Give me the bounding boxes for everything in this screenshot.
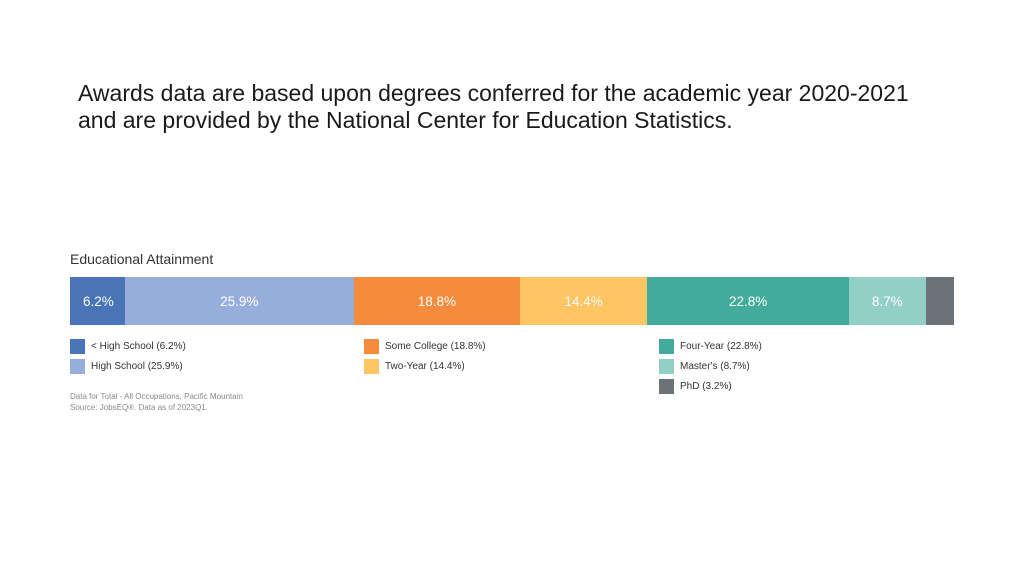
- legend-item: Four-Year (22.8%): [659, 338, 762, 354]
- legend-item: High School (25.9%): [70, 358, 183, 374]
- legend-item: Two-Year (14.4%): [364, 358, 465, 374]
- stacked-bar: 6.2% 25.9% 18.8% 14.4% 22.8% 8.7%: [70, 277, 954, 325]
- legend-item: PhD (3.2%): [659, 378, 732, 394]
- legend-swatch: [364, 358, 379, 374]
- bar-segment-4: 14.4%: [520, 277, 648, 325]
- intro-text: Awards data are based upon degrees confe…: [78, 80, 978, 134]
- bar-segment-label: 25.9%: [220, 293, 259, 309]
- legend-swatch: [70, 358, 85, 374]
- note-source: Source: JobsEQ®. Data as of 2023Q1.: [70, 403, 208, 412]
- legend-label: Four-Year (22.8%): [680, 340, 762, 352]
- bar-segment-2: 25.9%: [124, 277, 354, 325]
- legend-label: PhD (3.2%): [680, 380, 732, 392]
- legend-swatch: [659, 358, 674, 374]
- chart-title: Educational Attainment: [70, 251, 214, 267]
- intro-line-1: Awards data are based upon degrees confe…: [78, 80, 909, 106]
- legend-item: Some College (18.8%): [364, 338, 486, 354]
- bar-segment-label: 18.8%: [417, 293, 457, 309]
- legend-swatch: [70, 338, 85, 354]
- legend-label: High School (25.9%): [91, 360, 183, 372]
- note-data-scope: Data for Total - All Occupations, Pacifi…: [70, 392, 243, 401]
- legend-label: Two-Year (14.4%): [385, 360, 465, 372]
- legend-label: Some College (18.8%): [385, 340, 486, 352]
- bar-segment-label: 8.7%: [871, 293, 903, 309]
- legend-label: < High School (6.2%): [91, 340, 186, 352]
- bar-segment-3: 18.8%: [353, 277, 520, 325]
- intro-line-2: and are provided by the National Center …: [78, 107, 733, 133]
- legend-label: Master's (8.7%): [680, 360, 750, 372]
- legend-swatch: [659, 378, 674, 394]
- bar-segment-5: 22.8%: [647, 277, 849, 325]
- bar-segment-label: 14.4%: [564, 293, 603, 309]
- bar-segment-7: [925, 277, 954, 325]
- legend-item: Master's (8.7%): [659, 358, 750, 374]
- bar-segment-1: 6.2%: [70, 277, 125, 325]
- bar-segment-6: 8.7%: [848, 277, 926, 325]
- bar-segment-label: 22.8%: [728, 293, 768, 309]
- legend-swatch: [659, 338, 674, 354]
- legend-swatch: [364, 338, 379, 354]
- chart-notes: Data for Total - All Occupations, Pacifi…: [70, 391, 243, 413]
- bar-segment-label: 6.2%: [83, 293, 114, 309]
- legend-item: < High School (6.2%): [70, 338, 186, 354]
